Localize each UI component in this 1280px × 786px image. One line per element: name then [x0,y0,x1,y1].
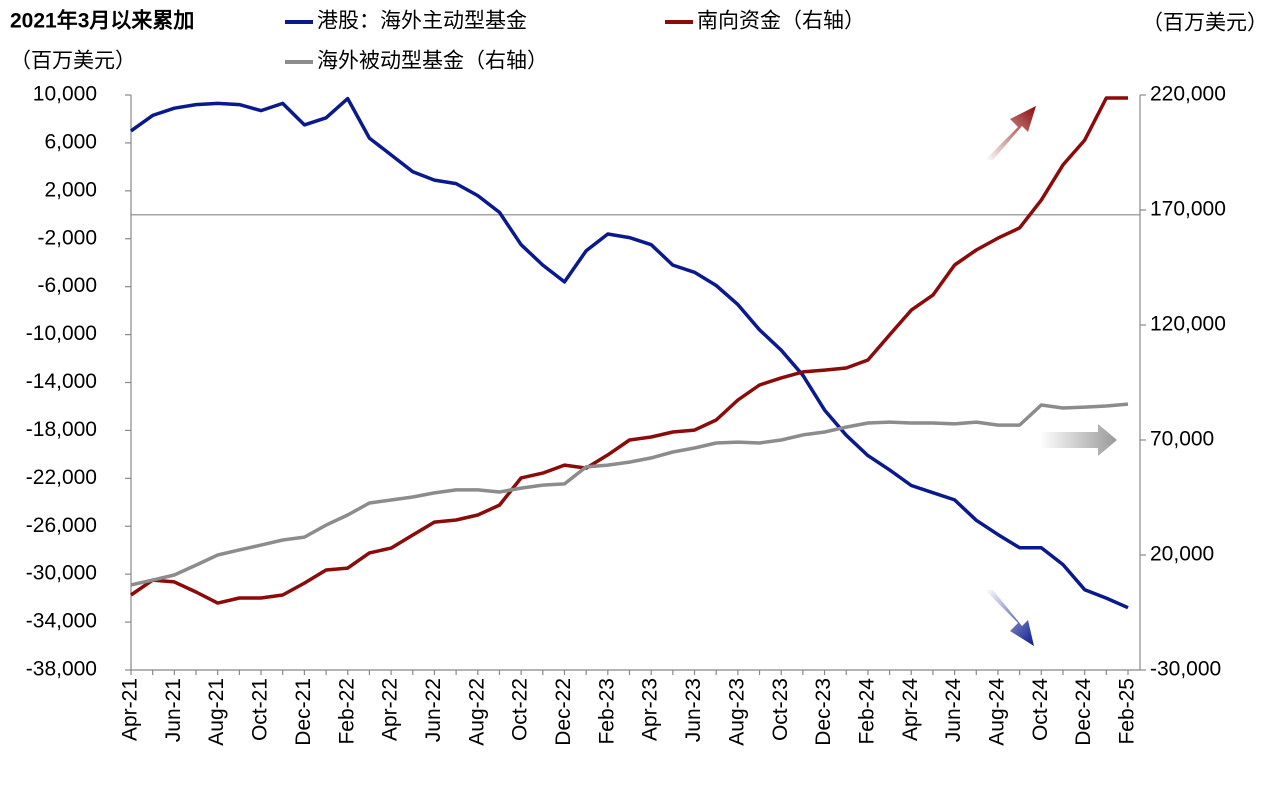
x-tick-label: Jun-22 [422,678,445,742]
y-tick-label: -18,000 [26,418,97,441]
y2-tick-label: -30,000 [1150,658,1221,681]
x-tick-label: Jun-21 [162,678,185,742]
chart-title: 2021年3月以来累加 [10,9,194,33]
y2-tick-label: 220,000 [1150,83,1226,106]
x-tick-label: Dec-24 [1072,678,1095,746]
y-tick-label: -38,000 [26,658,97,681]
legend-label: 港股：海外主动型基金 [317,10,527,33]
x-tick-label: Apr-23 [639,678,662,741]
y2-tick-label: 70,000 [1150,428,1214,451]
x-tick-label: Oct-24 [1029,678,1052,741]
y-tick-label: -26,000 [26,514,97,537]
x-tick-label: Dec-23 [812,678,835,746]
y-tick-label: -10,000 [26,322,97,345]
y-tick-label: 2,000 [44,178,97,201]
y-tick-label: -34,000 [26,610,97,633]
y-tick-label: -30,000 [26,562,97,585]
x-tick-label: Oct-21 [249,678,272,741]
legend-label: 南向资金（右轴） [697,10,865,33]
x-tick-label: Apr-22 [379,678,402,741]
x-tick-label: Dec-21 [292,678,315,746]
series-line [129,96,1129,610]
arrow-right [1040,424,1117,456]
series-line [130,96,1128,605]
x-tick-label: Oct-23 [769,678,792,741]
x-tick-label: Feb-23 [595,678,618,745]
x-tick-label: Aug-21 [205,678,228,746]
y-tick-label: -6,000 [37,274,97,297]
trend-arrows [985,106,1117,646]
y-tick-label: 6,000 [44,130,97,153]
x-tick-label: Jun-24 [942,678,965,743]
y2-tick-label: 20,000 [1150,543,1214,566]
x-tick-label: Aug-22 [465,678,488,746]
arrow-up [985,106,1036,160]
y-axis-label: （百万美元） [10,50,136,73]
y-tick-label: -22,000 [26,466,97,489]
x-tick-label: Apr-24 [899,678,922,741]
x-tick-label: Feb-25 [1116,678,1139,745]
y-tick-label: 10,000 [33,83,97,106]
x-tick-label: Oct-22 [509,678,532,741]
x-tick-label: Aug-23 [725,678,748,746]
arrow-down [985,590,1034,646]
x-tick-label: Dec-22 [552,678,575,746]
x-tick-label: Aug-24 [986,678,1009,746]
y2-tick-label: 170,000 [1150,198,1226,221]
series-line [130,402,1129,587]
x-tick-label: Apr-21 [119,678,142,741]
y2-axis-label: （百万美元） [1142,12,1268,35]
x-tick-label: Feb-24 [855,678,878,745]
legend-label: 海外被动型基金（右轴） [317,50,548,73]
x-tick-label: Jun-23 [682,678,705,742]
y-tick-label: -14,000 [26,370,97,393]
y2-tick-label: 120,000 [1150,313,1226,336]
x-tick-label: Feb-22 [335,678,358,745]
y-tick-label: -2,000 [37,226,97,249]
